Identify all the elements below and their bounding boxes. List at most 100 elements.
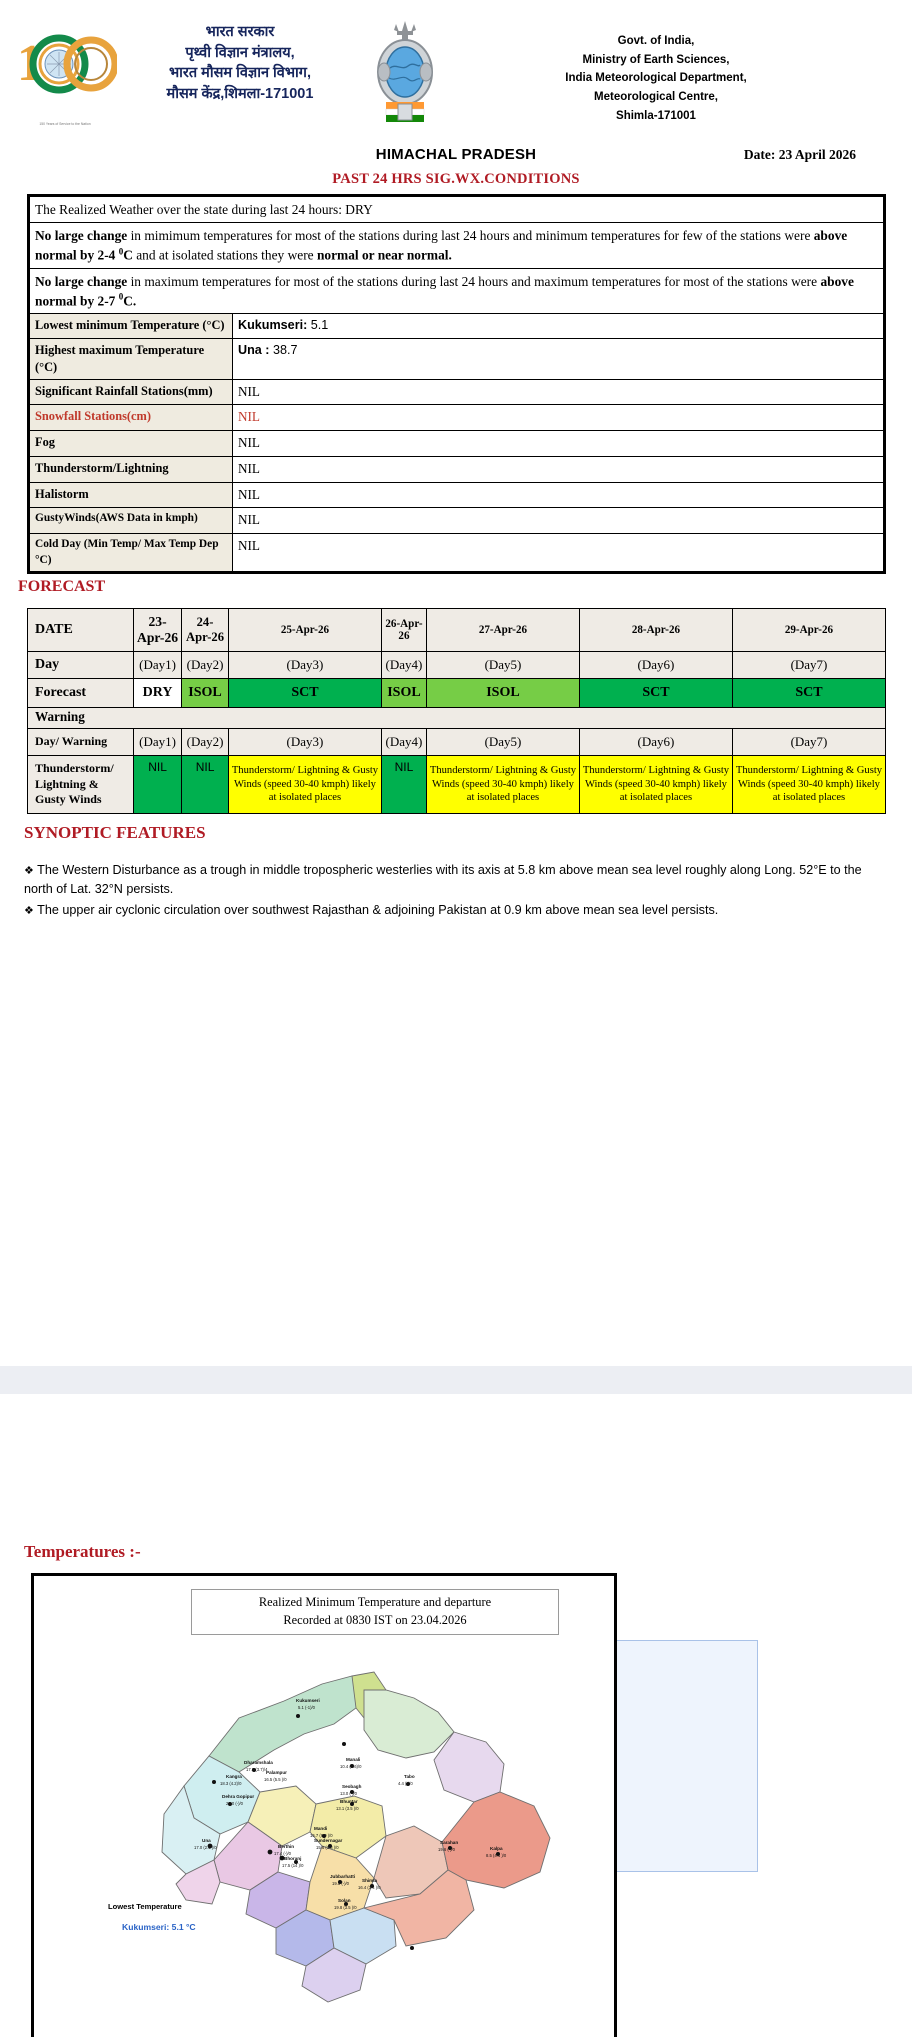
row-value-highest-max-temp: Una : 38.7 — [232, 337, 884, 380]
row-label-cold-day: Cold Day (Min Temp/ Max Temp Dep °C) — [29, 533, 233, 573]
row-label-highest-max-temp: Highest maximum Temperature (°C) — [29, 337, 233, 380]
svg-text:Palampur: Palampur — [266, 1770, 287, 1775]
svg-text:Kukumseri: Kukumseri — [296, 1698, 320, 1703]
realized-weather-cell: The Realized Weather over the state duri… — [29, 195, 884, 224]
synoptic-item-1-text: The Western Disturbance as a trough in m… — [24, 862, 862, 897]
svg-text:16.4 (3.4 )/0: 16.4 (3.4 )/0 — [358, 1885, 381, 1890]
forecast-day-5: (Day5) — [425, 651, 580, 680]
svg-text:Kangra: Kangra — [226, 1774, 242, 1779]
warning-day-7: (Day7) — [731, 728, 887, 757]
row-value-significant-rainfall: NIL — [232, 378, 884, 406]
diamond-bullet-icon: ❖ — [24, 864, 34, 877]
warning-day-3: (Day3) — [227, 728, 382, 757]
svg-text:17.6 (3.7)/4: 17.6 (3.7)/4 — [246, 1767, 268, 1772]
warning-row-label-day: Day/ Warning — [27, 728, 134, 757]
forecast-section-title: FORECAST — [18, 578, 106, 596]
eng-line-3: India Meteorological Department, — [565, 72, 747, 85]
row-label-snowfall: Snowfall Stations(cm) — [29, 404, 233, 432]
svg-text:19.8 (3.5 )/0: 19.8 (3.5 )/0 — [334, 1905, 357, 1910]
svg-text:Dharamshala: Dharamshala — [244, 1760, 273, 1765]
forecast-value-5: ISOL — [425, 678, 580, 709]
svg-text:Bhoranj: Bhoranj — [284, 1856, 301, 1861]
synoptic-item-2: ❖ The upper air cyclonic circulation ove… — [24, 901, 882, 921]
min-note-bold-1: No large change — [35, 228, 128, 244]
table-row-snowfall: Snowfall Stations(cm) NIL — [29, 404, 884, 432]
forecast-value-3: SCT — [227, 678, 382, 709]
hindi-line-1: भारत सरकार — [205, 24, 275, 40]
table-row-gusty-winds: GustyWinds(AWS Data in kmph) NIL — [29, 507, 884, 535]
past-24hrs-table-container: The Realized Weather over the state duri… — [27, 194, 886, 575]
synoptic-item-2-text: The upper air cyclonic circulation over … — [37, 902, 719, 917]
forecast-table-container: DATE 23-Apr-26 24-Apr-26 25-Apr-26 26-Ap… — [27, 608, 887, 814]
max-note-degree: 0 — [118, 291, 124, 302]
map-title-box: Realized Minimum Temperature and departu… — [191, 1589, 559, 1635]
svg-text:23.0 (-)/0: 23.0 (-)/0 — [226, 1801, 244, 1806]
minimum-temperature-map-container: Realized Minimum Temperature and departu… — [31, 1573, 617, 2037]
forecast-table: DATE 23-Apr-26 24-Apr-26 25-Apr-26 26-Ap… — [27, 608, 887, 814]
hindi-department-text: भारत सरकार पृथ्वी विज्ञान मंत्रालय, भारत… — [130, 14, 350, 104]
synoptic-section-title: SYNOPTIC FEATURES — [24, 822, 206, 842]
eng-line-2: Ministry of Earth Sciences, — [582, 53, 730, 66]
min-note-degree: 0 — [118, 246, 124, 257]
warning-day-row: Day/ Warning (Day1) (Day2) (Day3) (Day4)… — [27, 728, 887, 757]
document-header: 1 150 Years of Service to the Nation भार… — [0, 0, 912, 132]
row-label-thunderstorm: Thunderstorm/Lightning — [29, 455, 233, 483]
svg-text:19.6 (-)/0: 19.6 (-)/0 — [438, 1847, 456, 1852]
table-row-highest-max: Highest maximum Temperature (°C) Una : 3… — [29, 337, 884, 380]
table-row-halistorm: Halistorm NIL — [29, 481, 884, 509]
forecast-date-2: 24-Apr-26 — [181, 608, 229, 653]
svg-text:16.5 (5.5 )/0: 16.5 (5.5 )/0 — [264, 1777, 287, 1782]
min-note-bold-3: C — [123, 247, 133, 263]
svg-text:8.5 (4.1 )/0: 8.5 (4.1 )/0 — [486, 1853, 507, 1858]
warning-day-4: (Day4) — [380, 728, 427, 757]
logo-caption: 150 Years of Service to the Nation — [39, 122, 91, 126]
min-note-text-1: in mimimum temperatures for most of the … — [127, 228, 814, 244]
warning-cell-3: Thunderstorm/ Lightning & Gusty Winds (s… — [227, 755, 382, 814]
forecast-day-2: (Day2) — [181, 651, 229, 680]
warning-cell-5: Thunderstorm/ Lightning & Gusty Winds (s… — [425, 755, 580, 814]
warning-row-label-event: Thunderstorm/ Lightning & Gusty Winds — [27, 755, 134, 814]
table-row-min-note: No large change in mimimum temperatures … — [29, 222, 884, 269]
hindi-line-2: पृथ्वी विज्ञान मंत्रालय, — [185, 44, 295, 61]
warning-day-1: (Day1) — [132, 728, 183, 757]
forecast-day-6: (Day6) — [578, 651, 733, 680]
warning-cell-6: Thunderstorm/ Lightning & Gusty Winds (s… — [578, 755, 733, 814]
table-row-realized: The Realized Weather over the state duri… — [29, 195, 884, 224]
map-legend-value: Kukumseri: 5.1 °C — [122, 1922, 196, 1932]
forecast-value-7: SCT — [731, 678, 887, 709]
map-title-line-1: Realized Minimum Temperature and departu… — [258, 1595, 492, 1609]
svg-text:Kalpa: Kalpa — [490, 1846, 503, 1851]
title-row: HIMACHAL PRADESH Date: 23 April 2026 — [0, 146, 912, 168]
imd-emblem-icon — [377, 21, 433, 122]
row-value-gusty-winds: NIL — [232, 507, 884, 535]
synoptic-item-1: ❖ The Western Disturbance as a trough in… — [24, 861, 882, 900]
past-24hrs-table: The Realized Weather over the state duri… — [29, 195, 884, 573]
page-subtitle: PAST 24 HRS SIG.WX.CONDITIONS — [332, 171, 580, 187]
svg-text:17.5 (14 )/0: 17.5 (14 )/0 — [282, 1863, 304, 1868]
svg-text:Shimla: Shimla — [362, 1878, 378, 1883]
svg-text:13.1 (3.5 )/0: 13.1 (3.5 )/0 — [336, 1806, 359, 1811]
table-row-thunderstorm: Thunderstorm/Lightning NIL — [29, 455, 884, 483]
warning-cell-1: NIL — [132, 755, 183, 814]
forecast-day-3: (Day3) — [227, 651, 382, 680]
forecast-value-row: Forecast DRY ISOL SCT ISOL ISOL SCT SCT — [27, 678, 887, 709]
svg-text:15.6 (3.8 )/0: 15.6 (3.8 )/0 — [316, 1845, 339, 1850]
forecast-date-4: 26-Apr-26 — [380, 608, 427, 653]
150-years-logo-icon: 1 — [17, 34, 119, 94]
maximum-temp-note-cell: No large change in maximum temperatures … — [29, 267, 884, 315]
station-labels: Kukumseri 5.1 (-1)/0 Dharamshala 17.6 (3.7… — [194, 1698, 507, 1910]
svg-text:Bhuntar: Bhuntar — [340, 1799, 358, 1804]
warning-cell-7: Thunderstorm/ Lightning & Gusty Winds (s… — [731, 755, 887, 814]
forecast-row-label-day: Day — [27, 651, 134, 680]
himachal-pradesh-district-map: Kukumseri 5.1 (-1)/0 Dharamshala 17.6 (3.7… — [161, 1671, 551, 2003]
emblem-container — [350, 14, 460, 124]
map-title-line-2: Recorded at 0830 IST on 23.04.2026 — [283, 1612, 467, 1627]
svg-text:Una: Una — [202, 1838, 211, 1843]
page-break-separator — [0, 1366, 912, 1394]
warning-event-row: Thunderstorm/ Lightning & Gusty Winds NI… — [27, 755, 887, 814]
imd-150-logo-container: 1 150 Years of Service to the Nation — [0, 14, 130, 127]
lowest-min-value: 5.1 — [310, 318, 329, 333]
svg-text:Mandi: Mandi — [314, 1826, 327, 1831]
svg-text:17.4 (-)/0: 17.4 (-)/0 — [274, 1851, 292, 1856]
